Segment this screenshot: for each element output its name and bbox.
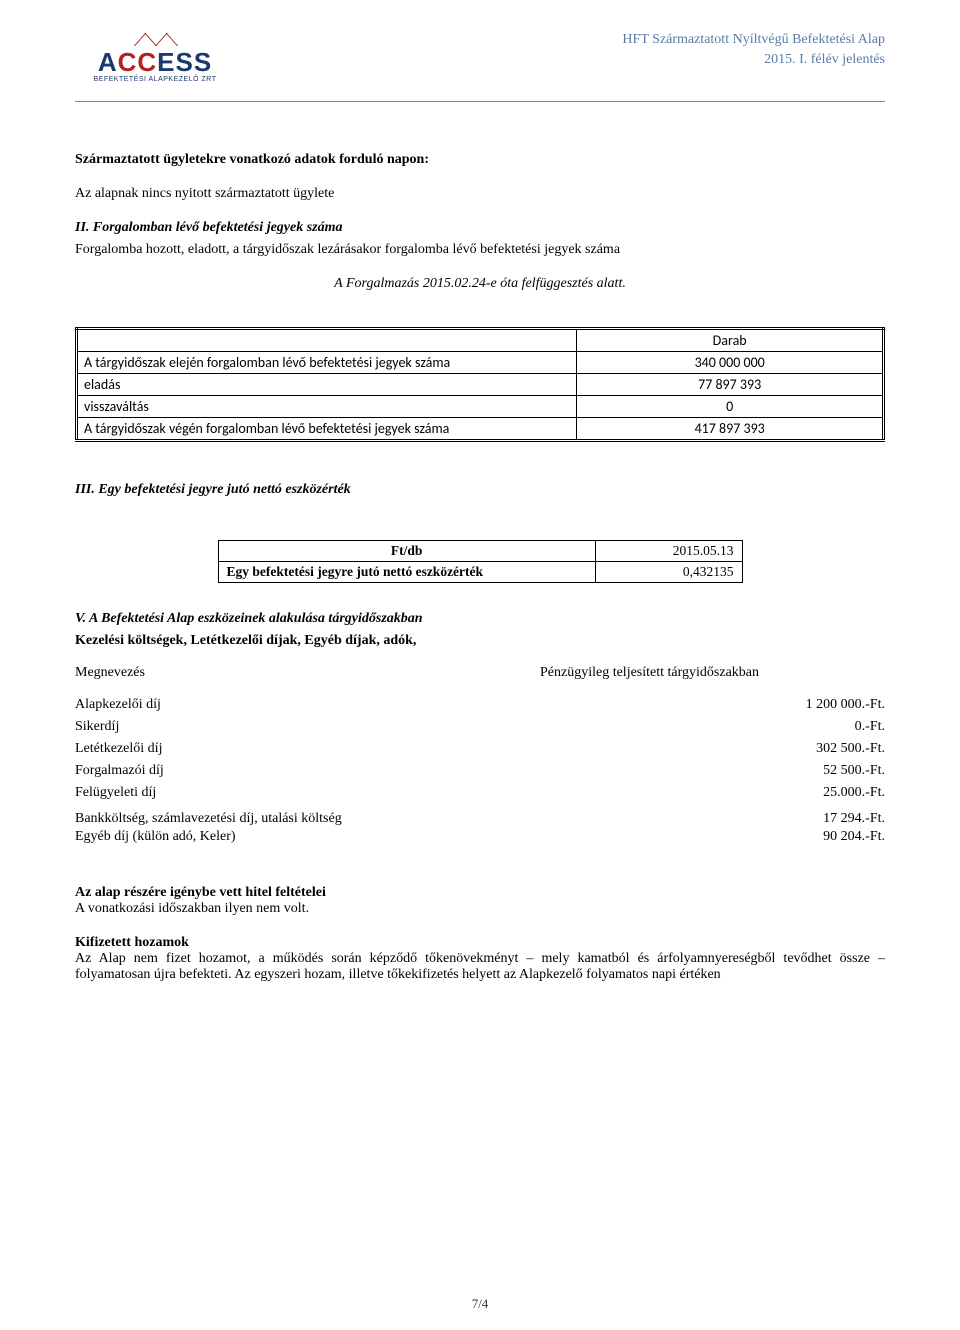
costs-title: Kezelési költségek, Letétkezelői díjak, … <box>75 633 885 649</box>
costs-col2: Pénzügyileg teljesített tárgyidőszakban <box>540 665 885 681</box>
cost-label: Bankköltség, számlavezetési díj, utalási… <box>75 811 342 827</box>
row-value: 340 000 000 <box>577 352 884 374</box>
header-divider <box>75 101 885 102</box>
row-label: visszaváltás <box>77 396 577 418</box>
sec2-text: Forgalomba hozott, eladott, a tárgyidősz… <box>75 242 885 258</box>
nav-head2: 2015.05.13 <box>595 541 742 562</box>
cost-row: Forgalmazói díj 52 500.-Ft. <box>75 763 885 779</box>
table-row: visszaváltás 0 <box>77 396 884 418</box>
cost-value: 0.-Ft. <box>585 719 885 735</box>
row-label: eladás <box>77 374 577 396</box>
credit-title: Az alap részére igénybe vett hitel felté… <box>75 885 885 901</box>
row-value: 417 897 393 <box>577 418 884 441</box>
table-row: A tárgyidőszak végén forgalomban lévő be… <box>77 418 884 441</box>
suspension-note: A Forgalmazás 2015.02.24-e óta felfügges… <box>75 276 885 292</box>
costs-list: Alapkezelői díj 1 200 000.-Ft. Sikerdíj … <box>75 697 885 845</box>
cost-value: 25.000.-Ft. <box>585 785 885 801</box>
header-title: HFT Származtatott Nyíltvégű Befektetési … <box>622 30 885 69</box>
units-th-empty <box>77 329 577 352</box>
cost-row: Felügyeleti díj 25.000.-Ft. <box>75 785 885 801</box>
credit-section: Az alap részére igénybe vett hitel felté… <box>75 885 885 917</box>
cost-row: Bankköltség, számlavezetési díj, utalási… <box>75 811 885 827</box>
payout-section: Kifizetett hozamok Az Alap nem fizet hoz… <box>75 935 885 983</box>
cost-label: Alapkezelői díj <box>75 697 161 713</box>
units-table: Darab A tárgyidőszak elején forgalomban … <box>75 327 885 442</box>
logo-subtitle: BEFEKTETÉSI ALAPKEZELŐ ZRT <box>94 76 217 83</box>
cost-value: 302 500.-Ft. <box>585 741 885 757</box>
sec1-text: Az alapnak nincs nyitott származtatott ü… <box>75 186 885 202</box>
payout-title: Kifizetett hozamok <box>75 935 885 951</box>
page-number: 7/4 <box>0 1296 960 1312</box>
costs-col1: Megnevezés <box>75 665 145 681</box>
cost-value: 1 200 000.-Ft. <box>585 697 885 713</box>
cost-label: Forgalmazói díj <box>75 763 164 779</box>
credit-text: A vonatkozási időszakban ilyen nem volt. <box>75 901 885 917</box>
cost-value: 52 500.-Ft. <box>585 763 885 779</box>
nav-row-label: Egy befektetési jegyre jutó nettó eszköz… <box>218 562 595 583</box>
payout-text: Az Alap nem fizet hozamot, a működés sor… <box>75 951 885 983</box>
table-row: eladás 77 897 393 <box>77 374 884 396</box>
cost-row: Sikerdíj 0.-Ft. <box>75 719 885 735</box>
nav-head1: Ft/db <box>218 541 595 562</box>
nav-row-value: 0,432135 <box>595 562 742 583</box>
row-label: A tárgyidőszak végén forgalomban lévő be… <box>77 418 577 441</box>
nav-table: Ft/db 2015.05.13 Egy befektetési jegyre … <box>218 540 743 583</box>
page-header: ⟋⟍⟋⟍ ACCESS BEFEKTETÉSI ALAPKEZELŐ ZRT H… <box>75 30 885 93</box>
logo: ⟋⟍⟋⟍ ACCESS BEFEKTETÉSI ALAPKEZELŐ ZRT <box>75 30 235 83</box>
logo-text: ACCESS <box>98 51 212 74</box>
cost-label: Sikerdíj <box>75 719 119 735</box>
row-value: 77 897 393 <box>577 374 884 396</box>
row-label: A tárgyidőszak elején forgalomban lévő b… <box>77 352 577 374</box>
cost-label: Letétkezelői díj <box>75 741 162 757</box>
main-content: Származtatott ügyletekre vonatkozó adato… <box>75 152 885 983</box>
units-th-darab: Darab <box>577 329 884 352</box>
row-value: 0 <box>577 396 884 418</box>
cost-label: Egyéb díj (külön adó, Keler) <box>75 829 236 845</box>
table-row: A tárgyidőszak elején forgalomban lévő b… <box>77 352 884 374</box>
cost-row: Alapkezelői díj 1 200 000.-Ft. <box>75 697 885 713</box>
cost-row: Egyéb díj (külön adó, Keler) 90 204.-Ft. <box>75 829 885 845</box>
cost-label: Felügyeleti díj <box>75 785 156 801</box>
sec5-heading: V. A Befektetési Alap eszközeinek alakul… <box>75 611 885 627</box>
header-line2: 2015. I. félév jelentés <box>622 50 885 70</box>
cost-value: 17 294.-Ft. <box>585 811 885 827</box>
header-line1: HFT Származtatott Nyíltvégű Befektetési … <box>622 30 885 50</box>
sec3-heading: III. Egy befektetési jegyre jutó nettó e… <box>75 482 885 498</box>
sec1-title: Származtatott ügyletekre vonatkozó adato… <box>75 152 885 168</box>
cost-value: 90 204.-Ft. <box>585 829 885 845</box>
sec2-heading: II. Forgalomban lévő befektetési jegyek … <box>75 220 885 236</box>
cost-row: Letétkezelői díj 302 500.-Ft. <box>75 741 885 757</box>
costs-header-row: Megnevezés Pénzügyileg teljesített tárgy… <box>75 665 885 681</box>
